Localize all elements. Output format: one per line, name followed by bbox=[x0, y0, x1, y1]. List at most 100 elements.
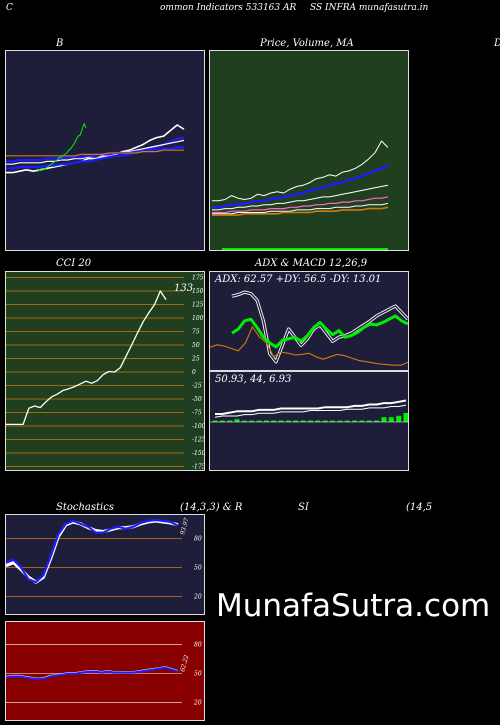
stochastics-chart: 80 50 20 93.97 bbox=[6, 517, 202, 601]
stoch-last-value: 93.97 bbox=[179, 517, 190, 536]
title-rsi-params: (14,5 bbox=[406, 502, 433, 513]
macd-hist-bar-24 bbox=[388, 417, 394, 422]
rsi-tick-50: 50 bbox=[194, 671, 202, 678]
cci-tick-125: 125 bbox=[192, 302, 204, 309]
adx-label: ADX: 62.57 +DY: 56.5 -DY: 13.01 bbox=[215, 274, 382, 285]
macd-hist-bar-1 bbox=[219, 420, 225, 422]
macd-hist-bar-20 bbox=[359, 420, 365, 422]
ma-blue-line bbox=[212, 164, 389, 209]
macd-hist-bar-21 bbox=[366, 420, 372, 422]
macd-hist-bar-5 bbox=[249, 420, 255, 422]
stoch-tick-80: 80 bbox=[194, 535, 202, 542]
macd-hist-bar-4 bbox=[241, 420, 247, 422]
rsi-last-value: 62.22 bbox=[179, 654, 190, 673]
macd-hist-bar-7 bbox=[263, 420, 269, 422]
adx-line bbox=[231, 291, 408, 363]
cci-tick-150: 150 bbox=[192, 288, 204, 295]
macd-hist-bar-15 bbox=[322, 420, 328, 422]
plus-dy-line bbox=[231, 314, 408, 349]
macd-hist-bar-18 bbox=[344, 420, 350, 422]
title-price: Price, Volume, MA bbox=[260, 38, 354, 49]
bollinger-chart bbox=[6, 123, 185, 174]
cci-tick--75: -75 bbox=[192, 410, 202, 417]
bb-green-line bbox=[36, 123, 87, 172]
cci-line bbox=[6, 290, 167, 426]
macd-hist-bar-16 bbox=[330, 420, 335, 422]
macd-label: 50.93, 44, 6.93 bbox=[215, 374, 292, 385]
macd-hist-bar-17 bbox=[337, 420, 343, 422]
cci-last-value: 133 bbox=[174, 283, 193, 294]
cci-tick--100: -100 bbox=[192, 423, 205, 430]
bb-upper-line bbox=[6, 124, 185, 174]
ma-white2-line bbox=[212, 202, 389, 215]
macd-hist-bar-19 bbox=[352, 420, 358, 422]
cci-tick--25: -25 bbox=[192, 383, 202, 390]
cci-tick-175: 175 bbox=[192, 275, 204, 282]
ma-orange-line bbox=[212, 206, 389, 216]
macd-chart bbox=[210, 399, 408, 423]
header-mid: ommon Indicators 533163 AR bbox=[160, 3, 297, 13]
title-adx-macd: ADX & MACD 12,26,9 bbox=[255, 258, 368, 269]
cci-tick--175: -175 bbox=[192, 464, 205, 471]
volume-bar bbox=[222, 248, 388, 250]
header-right: SS INFRA munafasutra.in bbox=[310, 3, 429, 13]
stochastics-panel: 80 50 20 93.97 bbox=[5, 514, 205, 615]
rsi-line bbox=[6, 666, 179, 681]
title-stoch-params: (14,3,3) & R bbox=[180, 502, 243, 513]
macd-panel: 50.93, 44, 6.93 bbox=[209, 371, 409, 471]
macd-hist-bar-22 bbox=[374, 420, 380, 422]
watermark: MunafaSutra.com bbox=[216, 588, 491, 624]
macd-hist-bar-11 bbox=[293, 420, 299, 422]
header-left: C bbox=[6, 3, 13, 13]
title-si: SI bbox=[298, 502, 309, 513]
macd-hist-bar-8 bbox=[271, 420, 277, 422]
rsi-chart: 80 50 20 62.22 bbox=[6, 641, 202, 707]
rsi-tick-80: 80 bbox=[194, 641, 202, 648]
macd-hist-bar-12 bbox=[300, 420, 306, 422]
adx-panel: ADX: 62.57 +DY: 56.5 -DY: 13.01 bbox=[209, 271, 409, 371]
cci-tick-100: 100 bbox=[192, 315, 204, 322]
macd-hist-bar-2 bbox=[227, 420, 233, 422]
adx-chart bbox=[210, 290, 408, 366]
price-line bbox=[212, 140, 389, 202]
title-stochastics: Stochastics bbox=[56, 502, 114, 513]
title-bollinger: B bbox=[56, 38, 64, 49]
macd-hist-bar-0 bbox=[212, 420, 218, 422]
rsi-panel: 80 50 20 62.22 bbox=[5, 621, 205, 721]
macd-hist-bar-26 bbox=[403, 413, 408, 422]
macd-hist-bar-13 bbox=[308, 420, 313, 422]
bb-lower-line bbox=[6, 146, 184, 163]
cci-tick-50: 50 bbox=[192, 342, 200, 349]
minus-dy-line bbox=[210, 326, 408, 366]
macd-hist-bar-23 bbox=[381, 417, 387, 422]
price-chart bbox=[212, 140, 389, 250]
signal-line bbox=[214, 404, 407, 418]
bb-ma-line bbox=[6, 149, 184, 157]
macd-hist-bar-10 bbox=[286, 420, 291, 422]
stoch-k-line bbox=[6, 518, 179, 584]
ma-pink-line bbox=[212, 196, 389, 214]
macd-hist-bar-25 bbox=[396, 415, 402, 422]
cci-tick-75: 75 bbox=[192, 329, 200, 336]
title-d: D bbox=[494, 38, 500, 49]
title-cci: CCI 20 bbox=[56, 258, 92, 269]
bollinger-panel bbox=[5, 50, 205, 251]
price-panel bbox=[209, 50, 409, 251]
macd-line bbox=[215, 399, 407, 415]
macd-hist-bar-6 bbox=[256, 420, 262, 422]
bb-mid-upper-line bbox=[6, 136, 185, 170]
stoch-tick-20: 20 bbox=[193, 594, 202, 601]
cci-tick--125: -125 bbox=[192, 437, 205, 444]
ma-white-line bbox=[212, 184, 389, 211]
macd-hist-bar-14 bbox=[315, 420, 321, 422]
macd-hist-bar-3 bbox=[234, 419, 240, 422]
macd-hist-bar-9 bbox=[278, 420, 284, 422]
cci-tick--50: -50 bbox=[192, 396, 202, 403]
cci-tick-25: 25 bbox=[191, 356, 200, 363]
rsi-tick-20: 20 bbox=[193, 700, 202, 707]
cci-chart: 175 150 125 100 75 50 25 0 -25 -50 -75 -100 -125 -150… bbox=[6, 275, 205, 471]
cci-panel: 175 150 125 100 75 50 25 0 -25 -50 -75 -100 -125 -150… bbox=[5, 271, 205, 471]
cci-tick--150: -150 bbox=[192, 450, 205, 457]
cci-tick-0: 0 bbox=[192, 369, 196, 376]
stoch-tick-50: 50 bbox=[194, 565, 202, 572]
